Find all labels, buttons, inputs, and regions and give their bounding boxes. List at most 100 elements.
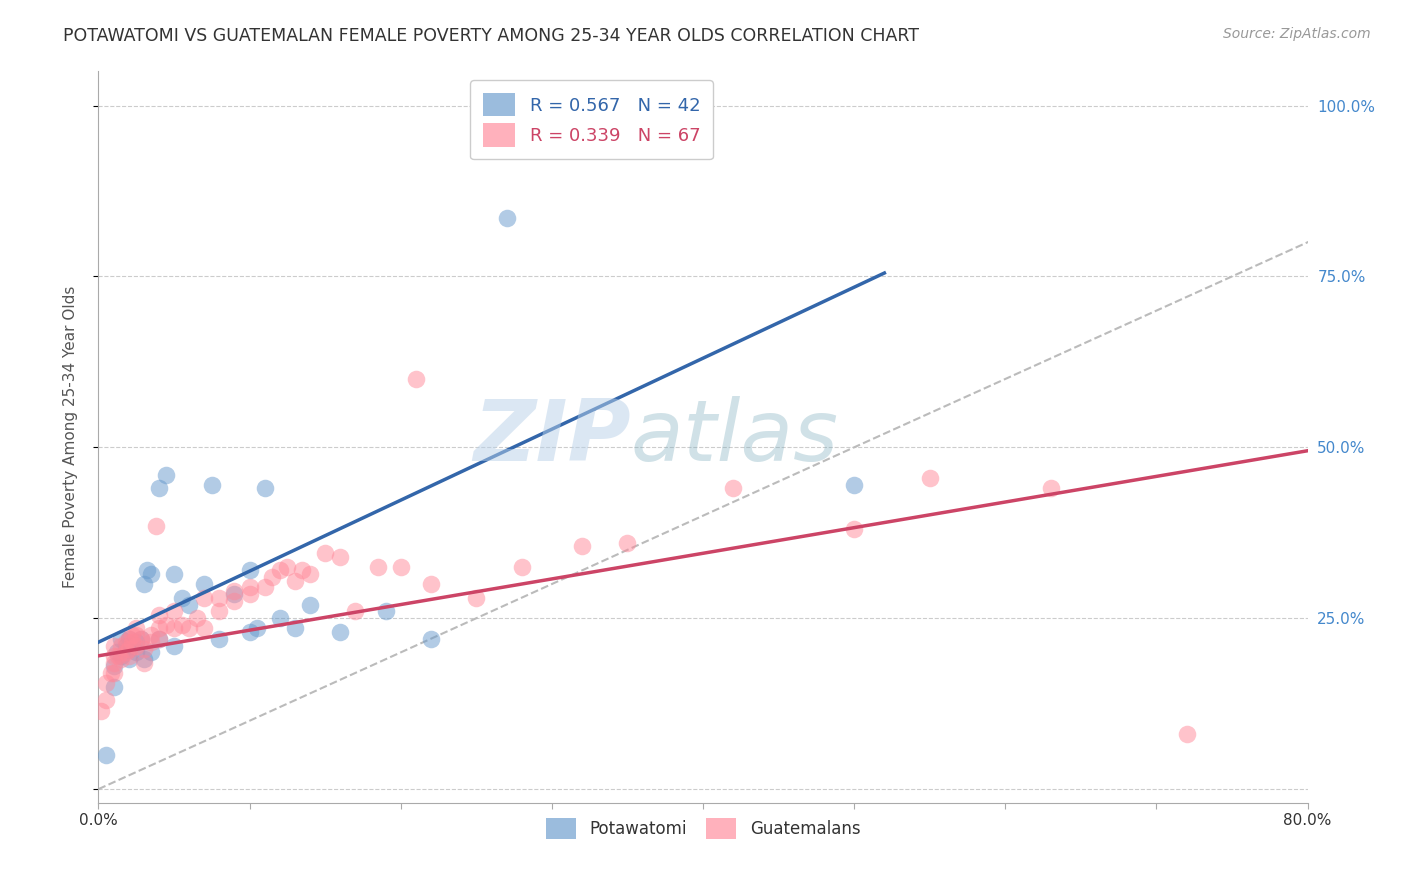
Point: [208, 591, 231, 605]
Point: [253, 481, 276, 495]
Text: POTAWATOMI VS GUATEMALAN FEMALE POVERTY AMONG 25-34 YEAR OLDS CORRELATION CHART: POTAWATOMI VS GUATEMALAN FEMALE POVERTY …: [63, 27, 920, 45]
Point: [132, 656, 155, 670]
Point: [239, 624, 262, 639]
Point: [314, 546, 336, 560]
Point: [103, 665, 125, 680]
Point: [616, 536, 638, 550]
Point: [148, 632, 170, 646]
Point: [121, 639, 143, 653]
Point: [125, 645, 148, 659]
Point: [723, 481, 745, 495]
Point: [145, 519, 167, 533]
Point: [262, 570, 284, 584]
Point: [114, 635, 136, 649]
Point: [148, 622, 170, 636]
Point: [94, 676, 117, 690]
Point: [141, 635, 163, 649]
Point: [103, 648, 125, 663]
Point: [1039, 481, 1062, 495]
Point: [239, 581, 262, 595]
Point: [129, 632, 152, 646]
Point: [94, 747, 117, 762]
Point: [110, 652, 132, 666]
Point: [103, 639, 125, 653]
Point: [1175, 727, 1198, 741]
Point: [405, 372, 427, 386]
Point: [269, 563, 291, 577]
Point: [224, 594, 246, 608]
Point: [208, 604, 231, 618]
Point: [179, 622, 201, 636]
Point: [141, 566, 163, 581]
Point: [329, 624, 352, 639]
Point: [367, 560, 389, 574]
Point: [94, 693, 117, 707]
Point: [186, 611, 208, 625]
Point: [118, 642, 141, 657]
Point: [125, 622, 148, 636]
Point: [155, 618, 177, 632]
Point: [389, 560, 412, 574]
Point: [239, 587, 262, 601]
Point: [148, 481, 170, 495]
Point: [90, 704, 112, 718]
Point: [118, 652, 141, 666]
Point: [148, 607, 170, 622]
Point: [141, 628, 163, 642]
Point: [291, 563, 314, 577]
Point: [269, 611, 291, 625]
Point: [253, 581, 276, 595]
Point: [374, 604, 396, 618]
Point: [170, 618, 193, 632]
Point: [118, 632, 141, 646]
Point: [125, 635, 148, 649]
Text: Source: ZipAtlas.com: Source: ZipAtlas.com: [1223, 27, 1371, 41]
Point: [129, 632, 152, 646]
Point: [132, 652, 155, 666]
Point: [125, 628, 148, 642]
Point: [420, 632, 443, 646]
Point: [118, 642, 141, 657]
Point: [571, 540, 593, 554]
Point: [121, 635, 143, 649]
Point: [155, 467, 177, 482]
Point: [103, 680, 125, 694]
Point: [148, 632, 170, 646]
Point: [344, 604, 367, 618]
Legend: Potawatomi, Guatemalans: Potawatomi, Guatemalans: [538, 811, 868, 846]
Point: [163, 566, 186, 581]
Point: [163, 639, 186, 653]
Text: ZIP: ZIP: [472, 395, 630, 479]
Point: [163, 622, 186, 636]
Point: [121, 628, 143, 642]
Point: [132, 577, 155, 591]
Point: [110, 648, 132, 663]
Point: [100, 665, 122, 680]
Point: [179, 598, 201, 612]
Point: [163, 604, 186, 618]
Point: [193, 622, 215, 636]
Point: [246, 622, 269, 636]
Point: [510, 560, 533, 574]
Point: [208, 632, 231, 646]
Point: [114, 639, 136, 653]
Point: [125, 639, 148, 653]
Point: [118, 632, 141, 646]
Point: [918, 471, 941, 485]
Point: [103, 659, 125, 673]
Point: [114, 645, 136, 659]
Text: atlas: atlas: [630, 395, 838, 479]
Point: [107, 648, 129, 663]
Point: [201, 478, 224, 492]
Point: [844, 522, 866, 536]
Point: [239, 563, 262, 577]
Point: [170, 591, 193, 605]
Point: [284, 622, 307, 636]
Point: [329, 549, 352, 564]
Point: [135, 563, 157, 577]
Point: [110, 632, 132, 646]
Point: [118, 648, 141, 663]
Point: [224, 583, 246, 598]
Y-axis label: Female Poverty Among 25-34 Year Olds: Female Poverty Among 25-34 Year Olds: [63, 286, 77, 588]
Point: [299, 598, 322, 612]
